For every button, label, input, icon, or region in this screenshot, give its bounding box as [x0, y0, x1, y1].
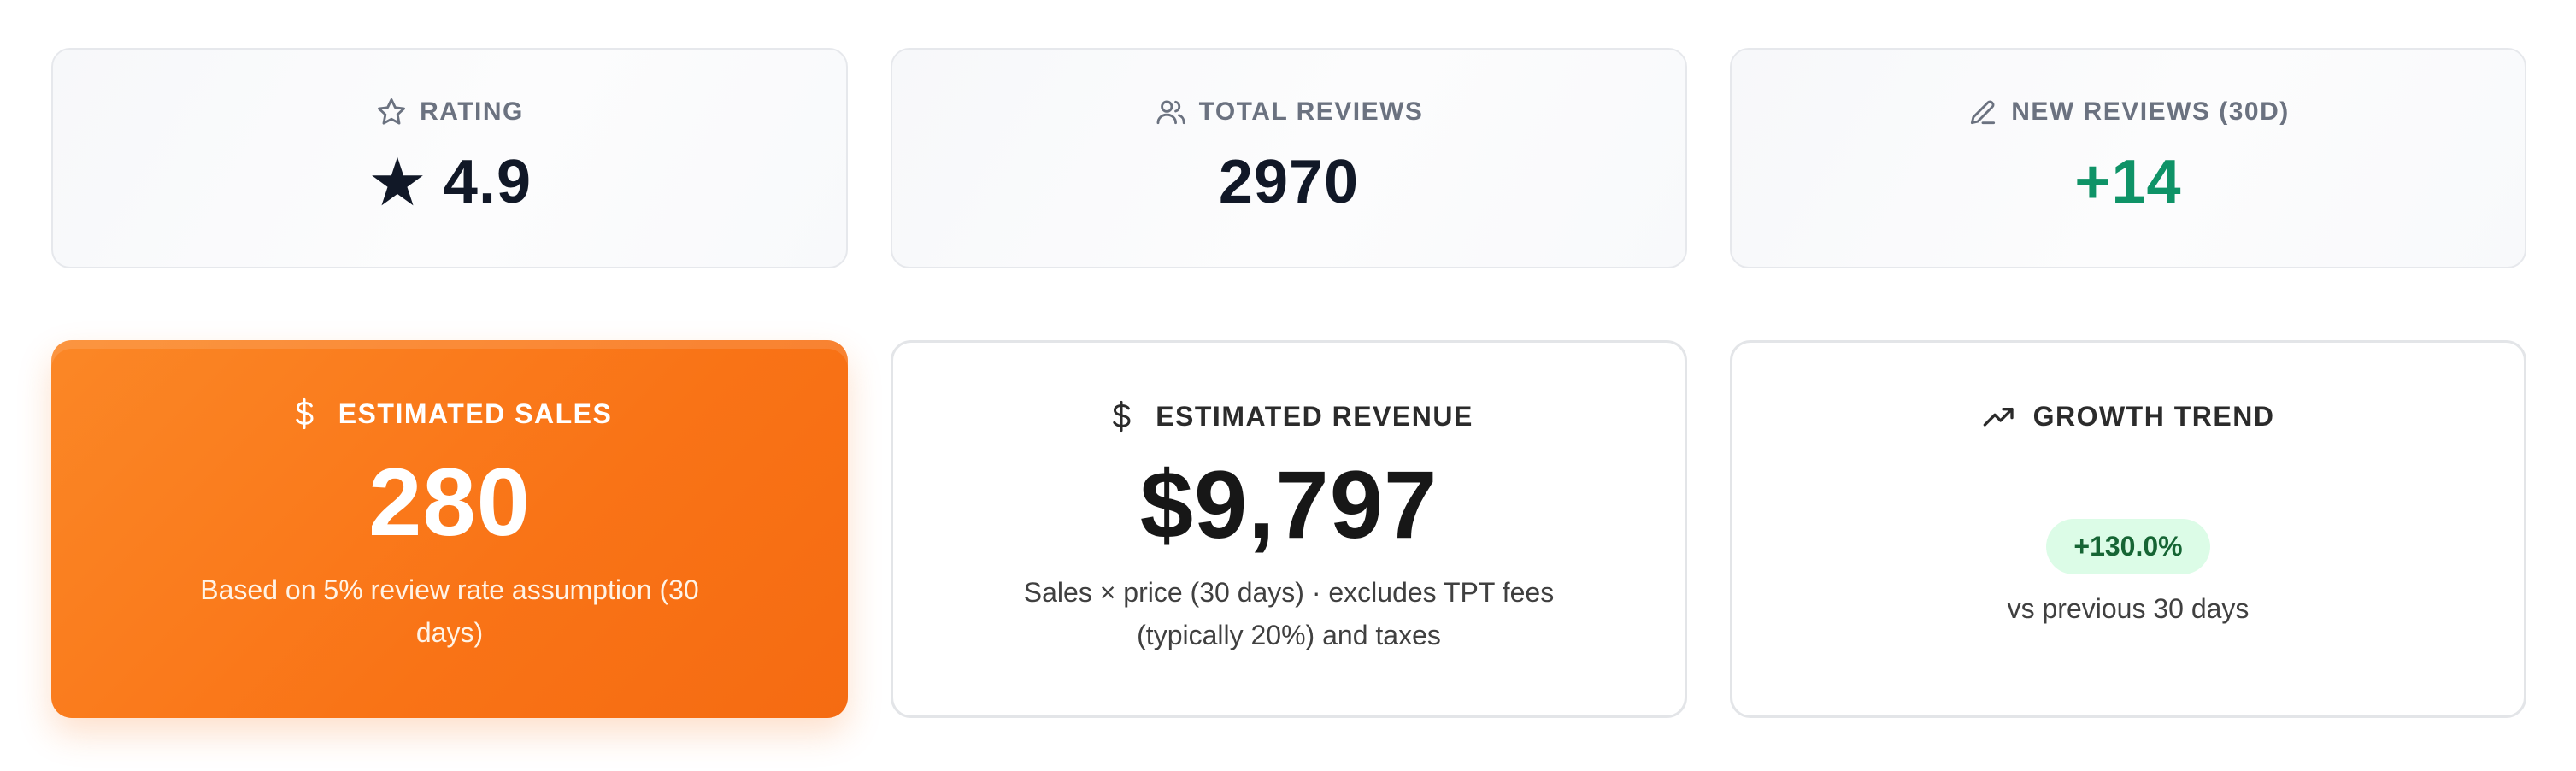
rating-value: 4.9 — [443, 148, 532, 216]
estimated-revenue-label-wrap: ESTIMATED REVENUE — [1104, 397, 1473, 435]
total-reviews-value: 2970 — [1218, 148, 1360, 216]
dollar-icon — [296, 397, 314, 430]
rating-label: RATING — [420, 97, 524, 126]
rating-value-wrap: ★ 4.9 — [368, 147, 532, 217]
estimated-sales-label: ESTIMATED SALES — [338, 397, 613, 429]
estimates-row: ESTIMATED SALES 280 Based on 5% review r… — [51, 340, 2526, 718]
estimated-sales-value: 280 — [368, 449, 531, 556]
users-icon — [1156, 100, 1185, 125]
pencil-icon — [1971, 100, 1996, 125]
estimated-revenue-label: ESTIMATED REVENUE — [1156, 400, 1473, 432]
estimated-revenue-note: Sales × price (30 days) · excludes TPT f… — [1023, 577, 1555, 651]
growth-trend-note: vs previous 30 days — [2007, 593, 2250, 624]
total-reviews-card: TOTAL REVIEWS 2970 — [891, 48, 1687, 268]
new-reviews-label-wrap: NEW REVIEWS (30D) — [1967, 96, 2290, 128]
star-outline-icon — [378, 98, 406, 125]
rating-label-wrap: RATING — [375, 96, 524, 128]
growth-trend-card: GROWTH TREND +130.0% vs previous 30 days — [1730, 340, 2526, 718]
dollar-icon — [1113, 400, 1131, 433]
summary-stats-row: RATING ★ 4.9 TOTAL REVIEWS 2970 NEW REVI… — [51, 48, 2526, 268]
new-reviews-value: +14 — [2074, 148, 2182, 216]
estimated-sales-label-wrap: ESTIMATED SALES — [287, 395, 613, 433]
growth-trend-label-wrap: GROWTH TREND — [1982, 397, 2275, 435]
total-reviews-label-wrap: TOTAL REVIEWS — [1155, 96, 1424, 128]
estimated-sales-card: ESTIMATED SALES 280 Based on 5% review r… — [51, 340, 848, 718]
trend-up-icon — [1983, 408, 2014, 427]
star-filled-icon: ★ — [367, 144, 428, 220]
estimated-revenue-value: $9,797 — [1139, 451, 1438, 558]
growth-trend-label: GROWTH TREND — [2032, 400, 2275, 432]
total-reviews-label: TOTAL REVIEWS — [1198, 97, 1424, 126]
estimated-revenue-card: ESTIMATED REVENUE $9,797 Sales × price (… — [891, 340, 1687, 718]
growth-trend-badge: +130.0% — [2046, 519, 2210, 574]
rating-card: RATING ★ 4.9 — [51, 48, 848, 268]
new-reviews-label: NEW REVIEWS (30D) — [2011, 97, 2290, 126]
estimated-sales-note: Based on 5% review rate assumption (30 d… — [200, 574, 699, 649]
new-reviews-card: NEW REVIEWS (30D) +14 — [1730, 48, 2526, 268]
